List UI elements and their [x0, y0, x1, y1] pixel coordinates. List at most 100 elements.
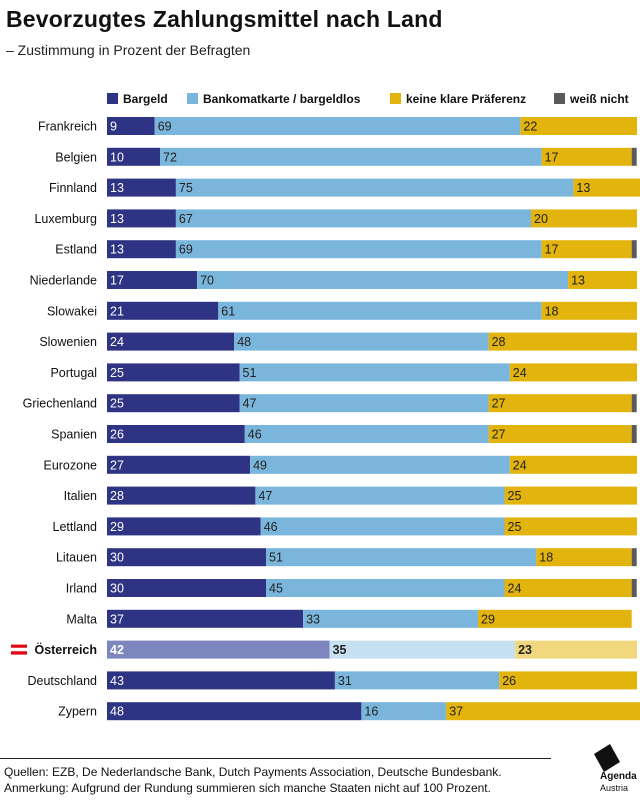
- category-label-portugal: Portugal: [50, 366, 97, 380]
- category-label-estland: Estland: [55, 243, 97, 257]
- category-label-lettland: Lettland: [53, 520, 98, 534]
- bar-spanien-keine-klare-praferenz: [488, 425, 632, 443]
- data-label-osterreich-keine-klare-praferenz: 23: [518, 643, 532, 657]
- bar-estland-keine-klare-praferenz: [541, 240, 632, 259]
- bar-eurozone-bargeld: [107, 455, 251, 474]
- flag-austria-white-stripe: [10, 647, 28, 652]
- data-label-portugal-bargeld: 25: [110, 366, 124, 380]
- data-label-deutschland-keine-klare-praferenz: 26: [502, 674, 516, 688]
- bar-osterreich-bargeld: [107, 640, 330, 659]
- bar-irland-bankomatkarte-bargeldlos: [266, 579, 505, 597]
- bar-italien-bargeld: [107, 486, 256, 505]
- bar-finnland-bankomatkarte-bargeldlos: [175, 178, 574, 197]
- logo-text-austria: Austria: [600, 783, 629, 793]
- bar-luxemburg-bargeld: [107, 209, 176, 228]
- category-label-spanien: Spanien: [51, 428, 97, 442]
- stacked-bar-chart: Frankreich 9 69 22 Belgien 10 72 17 Finnland 13 75…: [10, 117, 640, 721]
- data-label-belgien-bankomatkarte-bargeldlos: 72: [163, 150, 177, 164]
- bar-griechenland-wei-nicht: [631, 394, 637, 413]
- bar-malta-bankomatkarte-bargeldlos: [303, 609, 478, 628]
- legend-swatch-bargeld: [107, 93, 118, 104]
- data-label-spanien-bargeld: 26: [110, 428, 124, 442]
- category-label-belgien: Belgien: [55, 150, 97, 164]
- data-label-frankreich-keine-klare-praferenz: 22: [523, 120, 537, 134]
- chart-title: Bevorzugtes Zahlungsmittel nach Land: [6, 6, 443, 32]
- data-label-slowakei-bargeld: 21: [110, 304, 124, 318]
- data-label-spanien-bankomatkarte-bargeldlos: 46: [248, 428, 262, 442]
- data-label-finnland-keine-klare-praferenz: 13: [576, 181, 590, 195]
- bar-litauen-keine-klare-praferenz: [536, 548, 632, 567]
- data-label-italien-keine-klare-praferenz: 25: [508, 489, 522, 503]
- bar-belgien-bankomatkarte-bargeldlos: [160, 147, 542, 166]
- data-label-griechenland-bargeld: 25: [110, 397, 124, 411]
- data-label-frankreich-bargeld: 9: [110, 120, 117, 134]
- legend-label-weiss: weiß nicht: [570, 92, 629, 106]
- bar-niederlande-bargeld: [107, 271, 198, 289]
- category-label-griechenland: Griechenland: [23, 397, 97, 411]
- data-label-malta-bankomatkarte-bargeldlos: 33: [306, 612, 320, 626]
- chart-legend: Bargeld Bankomatkarte / bargeldlos keine…: [107, 92, 637, 108]
- bar-zypern-bargeld: [107, 702, 362, 721]
- bar-griechenland-bankomatkarte-bargeldlos: [239, 394, 489, 413]
- data-label-litauen-bankomatkarte-bargeldlos: 51: [269, 551, 283, 565]
- bar-irland-keine-klare-praferenz: [504, 579, 632, 597]
- bar-deutschland-bargeld: [107, 671, 335, 690]
- data-label-litauen-keine-klare-praferenz: 18: [539, 551, 553, 565]
- bar-frankreich-bankomatkarte-bargeldlos: [154, 117, 521, 135]
- category-label-finnland: Finnland: [49, 181, 97, 195]
- bar-belgien-wei-nicht: [631, 147, 637, 166]
- bar-portugal-keine-klare-praferenz: [509, 363, 637, 382]
- legend-swatch-keine: [390, 93, 401, 104]
- data-label-portugal-keine-klare-praferenz: 24: [513, 366, 527, 380]
- bar-niederlande-bankomatkarte-bargeldlos: [197, 271, 569, 289]
- bar-belgien-bargeld: [107, 147, 160, 166]
- bar-zypern-keine-klare-praferenz: [446, 702, 640, 721]
- bar-deutschland-bankomatkarte-bargeldlos: [334, 671, 500, 690]
- bar-griechenland-keine-klare-praferenz: [488, 394, 632, 413]
- agenda-austria-logo: Agenda Austria: [582, 742, 640, 800]
- category-label-luxemburg: Luxemburg: [34, 212, 97, 226]
- category-label-deutschland: Deutschland: [28, 674, 98, 688]
- data-label-lettland-bargeld: 29: [110, 520, 124, 534]
- bar-irland-bargeld: [107, 579, 266, 597]
- bar-slowenien-keine-klare-praferenz: [488, 332, 637, 351]
- bar-estland-bargeld: [107, 240, 176, 259]
- bar-spanien-wei-nicht: [631, 425, 637, 443]
- legend-item-keine: keine klare Präferenz: [390, 92, 526, 106]
- data-label-belgien-keine-klare-praferenz: 17: [545, 150, 559, 164]
- bar-lettland-bargeld: [107, 517, 261, 536]
- data-label-osterreich-bargeld: 42: [110, 643, 124, 657]
- category-label-malta: Malta: [66, 612, 97, 626]
- category-label-zypern: Zypern: [58, 705, 97, 719]
- bar-slowakei-bargeld: [107, 301, 219, 320]
- bar-spanien-bargeld: [107, 425, 245, 443]
- data-label-eurozone-bargeld: 27: [110, 458, 124, 472]
- bar-slowakei-keine-klare-praferenz: [541, 301, 637, 320]
- logo-mark-icon: [594, 744, 620, 772]
- legend-item-karte: Bankomatkarte / bargeldlos: [187, 92, 360, 106]
- bar-slowakei-bankomatkarte-bargeldlos: [218, 301, 542, 320]
- bar-niederlande-keine-klare-praferenz: [568, 271, 637, 289]
- sources-text: Quellen: EZB, De Nederlandsche Bank, Dut…: [4, 765, 502, 779]
- bar-zypern-bankomatkarte-bargeldlos: [361, 702, 447, 721]
- data-label-portugal-bankomatkarte-bargeldlos: 51: [243, 366, 257, 380]
- bar-slowenien-bargeld: [107, 332, 235, 351]
- bar-eurozone-bankomatkarte-bargeldlos: [250, 455, 510, 474]
- category-label-eurozone: Eurozone: [43, 458, 97, 472]
- data-label-estland-bargeld: 13: [110, 243, 124, 257]
- bar-estland-wei-nicht: [631, 240, 637, 259]
- data-label-niederlande-keine-klare-praferenz: 13: [571, 274, 585, 288]
- bar-malta-keine-klare-praferenz: [478, 609, 632, 628]
- data-label-griechenland-keine-klare-praferenz: 27: [492, 397, 506, 411]
- data-label-lettland-keine-klare-praferenz: 25: [508, 520, 522, 534]
- category-label-italien: Italien: [64, 489, 97, 503]
- bar-italien-keine-klare-praferenz: [504, 486, 637, 505]
- data-label-spanien-keine-klare-praferenz: 27: [492, 428, 506, 442]
- data-label-slowakei-bankomatkarte-bargeldlos: 61: [221, 304, 235, 318]
- data-label-eurozone-bankomatkarte-bargeldlos: 49: [253, 458, 267, 472]
- bar-portugal-bankomatkarte-bargeldlos: [239, 363, 510, 382]
- data-label-estland-keine-klare-praferenz: 17: [545, 243, 559, 257]
- bar-litauen-bargeld: [107, 548, 266, 567]
- data-label-irland-keine-klare-praferenz: 24: [508, 582, 522, 596]
- data-label-eurozone-keine-klare-praferenz: 24: [513, 458, 527, 472]
